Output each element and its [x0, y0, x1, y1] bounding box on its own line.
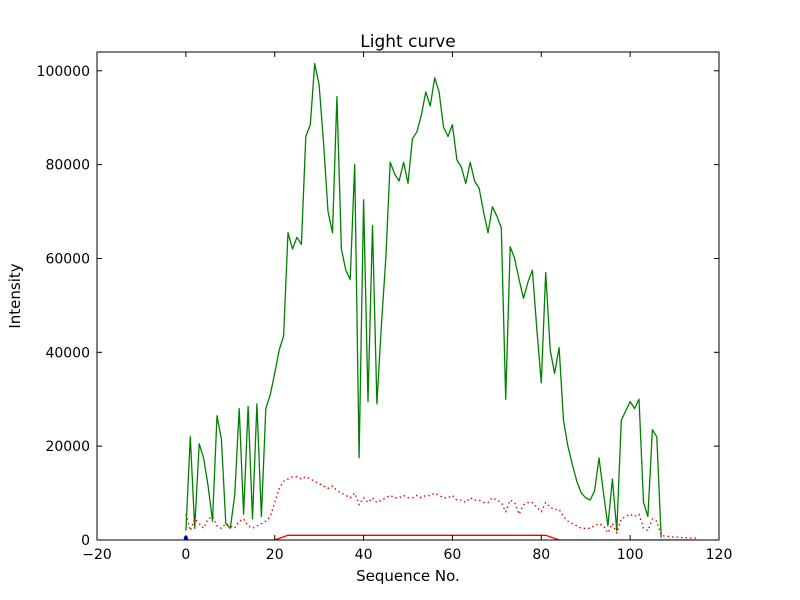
x-tick-label: −20: [82, 547, 112, 563]
x-axis-label: Sequence No.: [356, 567, 460, 585]
y-axis-label: Intensity: [6, 263, 24, 328]
x-tick-label: 0: [181, 547, 190, 563]
x-tick-label: 120: [706, 547, 733, 563]
background-dotted-line: [185, 476, 697, 539]
y-tick-label: 100000: [37, 64, 90, 80]
y-tick-label: 0: [81, 533, 90, 549]
y-tick-label: 80000: [45, 158, 90, 174]
y-tick-label: 40000: [45, 345, 90, 361]
intensity-main-line: [185, 63, 662, 538]
plot-area: −20 0 20 40 60 80 100 1200200004000060000800001…: [37, 51, 733, 563]
y-tick-label: 20000: [45, 439, 90, 455]
x-tick-label: 20: [266, 547, 284, 563]
axes-frame: [96, 51, 720, 541]
x-tick-label: 40: [355, 547, 373, 563]
chart-title: Light curve: [360, 32, 455, 52]
threshold-solid-line: [185, 534, 697, 540]
x-tick-label: 60: [444, 547, 462, 563]
x-tick-label: 100: [617, 547, 644, 563]
y-tick-label: 60000: [45, 251, 90, 267]
x-tick-label: 80: [532, 547, 550, 563]
